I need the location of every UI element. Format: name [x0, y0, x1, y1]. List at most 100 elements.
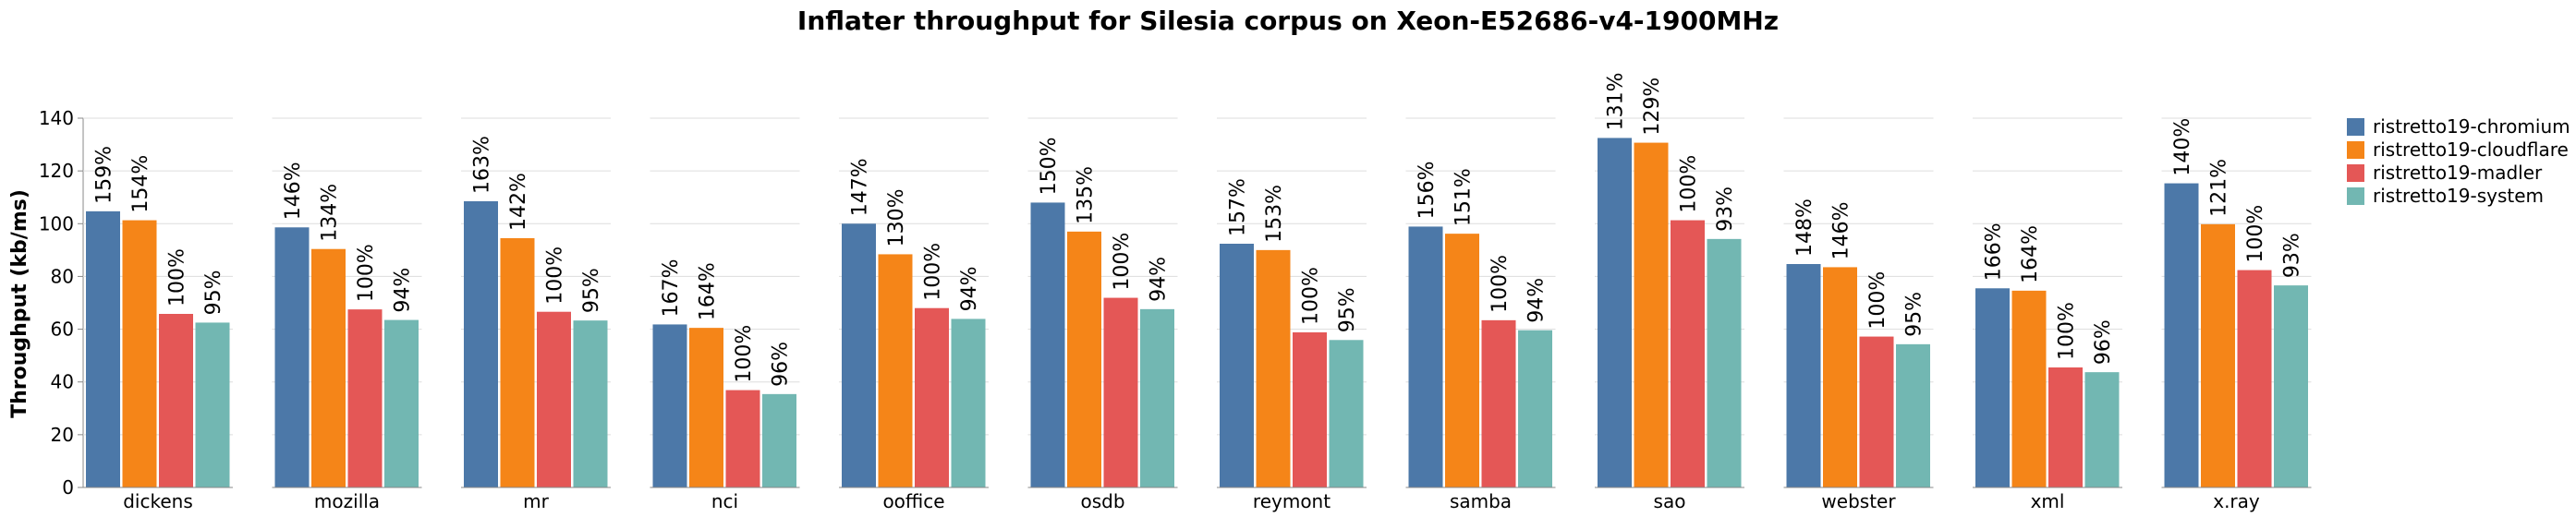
y-tick-label: 60 [51, 319, 74, 341]
category-label: ooffice [882, 490, 944, 512]
bar-ristretto19-madler-mozilla [347, 309, 383, 487]
data-label: 95% [1903, 292, 1926, 337]
bar-ristretto19-chromium-samba [1408, 226, 1443, 487]
y-tick-label: 20 [51, 424, 74, 446]
bar-ristretto19-madler-x.ray [2237, 270, 2272, 487]
data-label: 95% [202, 271, 225, 316]
category-label: xml [2031, 490, 2065, 512]
data-label: 146% [1830, 202, 1853, 260]
y-tick-label: 80 [51, 265, 74, 287]
bar-ristretto19-madler-samba [1481, 319, 1516, 487]
bar-ristretto19-chromium-osdb [1030, 202, 1065, 487]
data-label: 156% [1416, 162, 1439, 220]
bar-ristretto19-cloudflare-mr [500, 238, 535, 487]
bar-ristretto19-cloudflare-x.ray [2201, 223, 2235, 487]
data-label: 121% [2208, 159, 2231, 217]
data-label: 142% [507, 173, 530, 231]
bar-ristretto19-madler-ooffice [915, 307, 949, 487]
legend-swatch [2347, 118, 2364, 136]
y-tick-label: 120 [39, 160, 74, 182]
data-label: 95% [1336, 287, 1359, 332]
legend-swatch [2347, 164, 2364, 182]
data-label: 150% [1038, 138, 1061, 196]
bar-ristretto19-chromium-sao [1598, 138, 1632, 487]
data-label: 100% [2244, 205, 2267, 263]
data-label: 129% [1641, 78, 1664, 136]
data-label: 100% [355, 244, 378, 302]
facet-osdb: 150% 135% 100% 94% osdb [1027, 117, 1178, 512]
bar-ristretto19-chromium-xml [1975, 288, 2010, 487]
bar-ristretto19-chromium-x.ray [2164, 183, 2199, 488]
legend-item: ristretto19-madler [2347, 162, 2543, 184]
facet-xml: 166% 164% 100% 96% xml [1973, 117, 2122, 512]
data-label: 100% [544, 246, 567, 305]
data-label: 100% [1866, 271, 1889, 330]
facet-dickens: 159% 154% 100% 95% dickens [83, 117, 233, 512]
category-label: sao [1654, 490, 1686, 512]
data-label: 96% [2092, 319, 2115, 365]
category-label: osdb [1080, 490, 1124, 512]
data-label: 94% [1148, 257, 1171, 302]
bar-ristretto19-madler-nci [725, 390, 760, 487]
facet-webster: 148% 146% 100% 95% webster [1783, 117, 1934, 512]
bar-ristretto19-madler-reymont [1293, 332, 1327, 487]
bar-ristretto19-cloudflare-samba [1445, 234, 1479, 487]
bar-ristretto19-madler-mr [537, 311, 571, 487]
data-label: 96% [770, 342, 793, 387]
bar-ristretto19-chromium-webster [1786, 264, 1821, 487]
category-label: webster [1821, 490, 1896, 512]
bar-ristretto19-system-ooffice [951, 319, 986, 487]
chart-title: Inflater throughput for Silesia corpus o… [797, 6, 1779, 36]
data-label: 146% [282, 162, 305, 220]
data-label: 157% [1227, 178, 1250, 236]
y-tick-label: 140 [39, 107, 74, 129]
bar-ristretto19-system-mozilla [384, 319, 419, 487]
bar-ristretto19-chromium-ooffice [842, 223, 876, 488]
bar-ristretto19-cloudflare-reymont [1256, 249, 1291, 487]
bar-ristretto19-system-sao [1707, 238, 1742, 487]
data-label: 153% [1263, 185, 1286, 243]
bar-ristretto19-chromium-mozilla [274, 227, 310, 488]
bar-ristretto19-cloudflare-mozilla [311, 248, 346, 487]
bar-ristretto19-cloudflare-sao [1634, 142, 1669, 488]
facet-reymont: 157% 153% 100% 95% reymont [1217, 117, 1367, 512]
bar-ristretto19-system-x.ray [2274, 285, 2308, 487]
bar-ristretto19-madler-osdb [1103, 297, 1138, 487]
facet-samba: 156% 151% 100% 94% samba [1405, 117, 1556, 512]
bar-ristretto19-madler-webster [1859, 336, 1894, 487]
legend-item: ristretto19-cloudflare [2347, 138, 2569, 161]
data-label: 167% [660, 259, 683, 318]
bar-ristretto19-chromium-mr [464, 201, 498, 487]
facet-mr: 163% 142% 100% 95% mr [461, 117, 611, 512]
bar-ristretto19-chromium-nci [652, 324, 687, 487]
bar-ristretto19-system-dickens [195, 322, 230, 487]
facet-mozilla: 146% 134% 100% 94% mozilla [272, 117, 422, 512]
data-label: 100% [166, 248, 189, 307]
bar-ristretto19-cloudflare-osdb [1067, 231, 1101, 487]
legend-item: ristretto19-system [2347, 185, 2544, 207]
data-label: 164% [2019, 225, 2042, 283]
bar-ristretto19-cloudflare-ooffice [878, 254, 913, 487]
y-axis-label: Throughput (kb/ms) [8, 189, 31, 418]
data-label: 100% [1488, 255, 1512, 313]
data-label: 166% [1983, 222, 2006, 281]
data-label: 93% [1714, 186, 1737, 232]
legend-label: ristretto19-madler [2373, 162, 2543, 184]
legend-label: ristretto19-cloudflare [2373, 138, 2569, 161]
bar-ristretto19-madler-xml [2048, 367, 2083, 487]
data-label: 94% [1525, 278, 1549, 323]
bar-ristretto19-chromium-dickens [86, 210, 120, 487]
category-label: mozilla [314, 490, 380, 512]
data-label: 147% [849, 158, 872, 216]
bar-ristretto19-system-reymont [1329, 340, 1364, 487]
data-label: 131% [1605, 73, 1628, 131]
data-label: 134% [319, 184, 342, 242]
data-label: 163% [471, 136, 494, 194]
data-label: 100% [733, 325, 756, 383]
data-label: 130% [885, 189, 908, 247]
bar-ristretto19-madler-sao [1671, 220, 1705, 488]
bar-ristretto19-system-xml [2084, 372, 2120, 487]
data-label: 100% [2056, 302, 2079, 360]
bar-ristretto19-madler-dickens [159, 314, 193, 487]
data-label: 100% [1111, 233, 1134, 291]
